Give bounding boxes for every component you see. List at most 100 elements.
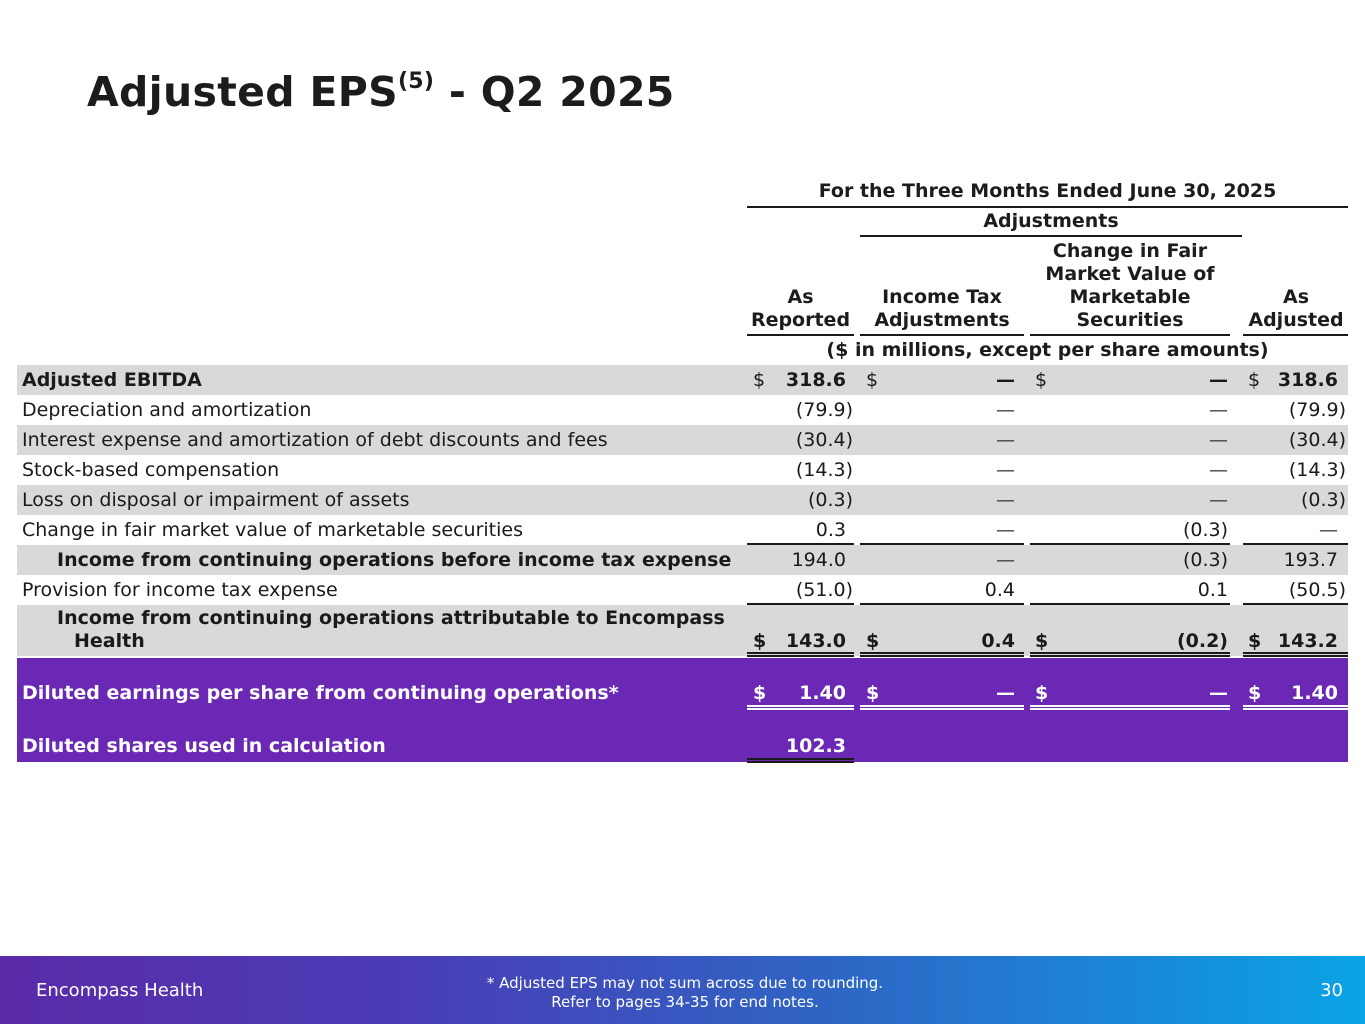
eps-double-rule bbox=[860, 705, 1024, 710]
cell-as-reported: 0.3 bbox=[815, 519, 846, 541]
subtotal-rule bbox=[860, 603, 1024, 605]
subtotal-rule bbox=[1030, 603, 1230, 605]
cell-income-tax: 0.4 bbox=[981, 630, 1015, 652]
footer-note-line1: * Adjusted EPS may not sum across due to… bbox=[486, 974, 884, 992]
cell-as-reported: (79.9) bbox=[795, 399, 853, 421]
eps-double-rule bbox=[1243, 705, 1348, 710]
cell-fair-value: — bbox=[1209, 429, 1228, 451]
currency-symbol: $ bbox=[1035, 369, 1048, 391]
table-row: Stock-based compensation (14.3) — — (14.… bbox=[17, 455, 1348, 485]
row-label: Provision for income tax expense bbox=[22, 579, 338, 601]
cell-income-tax: — bbox=[996, 429, 1015, 451]
cell-fair-value: (0.3) bbox=[1182, 519, 1228, 541]
subtotal-rule bbox=[1243, 543, 1348, 545]
shares-double-rule bbox=[747, 758, 854, 763]
row-label: Loss on disposal or impairment of assets bbox=[22, 489, 410, 511]
cell-as-reported: 194.0 bbox=[791, 549, 846, 571]
currency-symbol: $ bbox=[866, 369, 879, 391]
cell-fair-value: — bbox=[1209, 682, 1228, 704]
total-double-rule bbox=[1030, 652, 1230, 657]
currency-symbol: $ bbox=[1248, 682, 1262, 704]
column-header-as-reported: As Reported bbox=[750, 286, 851, 331]
currency-symbol: $ bbox=[866, 630, 880, 652]
column-rule bbox=[860, 334, 1024, 336]
currency-symbol: $ bbox=[866, 682, 880, 704]
row-label: Depreciation and amortization bbox=[22, 399, 312, 421]
row-label: Diluted earnings per share from continui… bbox=[22, 682, 619, 704]
cell-as-adjusted: 318.6 bbox=[1277, 369, 1338, 391]
cell-income-tax: — bbox=[996, 399, 1015, 421]
column-rule bbox=[747, 334, 854, 336]
cell-income-tax: 0.4 bbox=[984, 579, 1015, 601]
adjustments-header-rule bbox=[860, 235, 1242, 237]
footer-note: * Adjusted EPS may not sum across due to… bbox=[470, 974, 900, 1012]
cell-income-tax: — bbox=[996, 682, 1015, 704]
cell-as-adjusted: (0.3) bbox=[1300, 489, 1346, 511]
cell-as-adjusted: 1.40 bbox=[1291, 682, 1338, 704]
cell-as-reported: 102.3 bbox=[785, 735, 846, 757]
footer-note-line2: Refer to pages 34-35 for end notes. bbox=[551, 993, 819, 1011]
column-rule bbox=[1243, 334, 1348, 336]
table-row: Adjusted EBITDA $ 318.6 $ — $ — $ 318.6 bbox=[17, 365, 1348, 395]
table-row: Income from continuing operations attrib… bbox=[17, 605, 1348, 656]
cell-fair-value: (0.3) bbox=[1182, 549, 1228, 571]
cell-as-adjusted: — bbox=[1319, 519, 1338, 541]
footer-bar: Encompass Health * Adjusted EPS may not … bbox=[0, 956, 1365, 1024]
total-double-rule bbox=[747, 652, 854, 657]
row-label: Stock-based compensation bbox=[22, 459, 280, 481]
table-row: Loss on disposal or impairment of assets… bbox=[17, 485, 1348, 515]
title-superscript: (5) bbox=[397, 69, 435, 94]
cell-as-reported: (14.3) bbox=[795, 459, 853, 481]
table-row: Income from continuing operations before… bbox=[17, 545, 1348, 575]
period-header: For the Three Months Ended June 30, 2025 bbox=[818, 180, 1277, 202]
cell-fair-value: — bbox=[1209, 369, 1228, 391]
currency-symbol: $ bbox=[753, 682, 767, 704]
cell-fair-value: — bbox=[1209, 489, 1228, 511]
eps-double-rule bbox=[747, 705, 854, 710]
column-header-as-adjusted: As Adjusted bbox=[1248, 286, 1344, 331]
highlight-block: Diluted earnings per share from continui… bbox=[17, 658, 1348, 762]
cell-fair-value: — bbox=[1209, 399, 1228, 421]
cell-fair-value: — bbox=[1209, 459, 1228, 481]
cell-income-tax: — bbox=[996, 549, 1015, 571]
cell-as-adjusted: (79.9) bbox=[1288, 399, 1346, 421]
currency-symbol: $ bbox=[753, 630, 767, 652]
column-header-income-tax: Income Tax Adjustments bbox=[874, 286, 1010, 331]
row-label: Change in fair market value of marketabl… bbox=[22, 519, 523, 541]
cell-as-adjusted: (30.4) bbox=[1288, 429, 1346, 451]
currency-symbol: $ bbox=[753, 369, 766, 391]
subtotal-rule bbox=[747, 543, 854, 545]
row-label: Income from continuing operations before… bbox=[57, 549, 732, 571]
cell-as-reported: (51.0) bbox=[795, 579, 853, 601]
table-row: Depreciation and amortization (79.9) — —… bbox=[17, 395, 1348, 425]
cell-as-reported: 143.0 bbox=[785, 630, 846, 652]
cell-as-adjusted: 143.2 bbox=[1277, 630, 1338, 652]
cell-fair-value: (0.2) bbox=[1176, 630, 1228, 652]
cell-fair-value: 0.1 bbox=[1197, 579, 1228, 601]
currency-symbol: $ bbox=[1248, 630, 1262, 652]
column-header-fair-value: Change in Fair Market Value of Marketable S… bbox=[1045, 240, 1215, 331]
subtotal-rule bbox=[1030, 543, 1230, 545]
eps-double-rule bbox=[1030, 705, 1230, 710]
page-number: 30 bbox=[1320, 980, 1343, 1001]
total-double-rule bbox=[1243, 652, 1348, 657]
table-row: Interest expense and amortization of deb… bbox=[17, 425, 1348, 455]
cell-income-tax: — bbox=[996, 459, 1015, 481]
total-double-rule bbox=[860, 652, 1024, 657]
units-note: ($ in millions, except per share amounts… bbox=[826, 339, 1269, 361]
row-label-line2: Health bbox=[74, 630, 145, 652]
cell-as-reported: (30.4) bbox=[795, 429, 853, 451]
cell-income-tax: — bbox=[996, 519, 1015, 541]
row-label: Diluted shares used in calculation bbox=[22, 735, 386, 757]
slide-title: Adjusted EPS(5) - Q2 2025 bbox=[87, 68, 675, 116]
table-row: Provision for income tax expense (51.0) … bbox=[17, 575, 1348, 605]
row-label-line1: Income from continuing operations attrib… bbox=[57, 607, 725, 629]
cell-as-adjusted: (50.5) bbox=[1288, 579, 1346, 601]
footer-brand: Encompass Health bbox=[36, 980, 204, 1001]
row-label: Interest expense and amortization of deb… bbox=[22, 429, 608, 451]
cell-as-adjusted: 193.7 bbox=[1283, 549, 1338, 571]
row-label: Adjusted EBITDA bbox=[22, 369, 202, 391]
cell-as-reported: 318.6 bbox=[785, 369, 846, 391]
cell-income-tax: — bbox=[996, 369, 1015, 391]
currency-symbol: $ bbox=[1035, 630, 1049, 652]
